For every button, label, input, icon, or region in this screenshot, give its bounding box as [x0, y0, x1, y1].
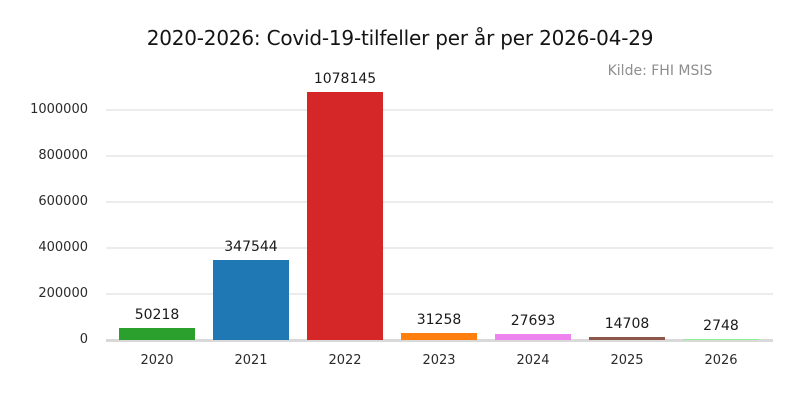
y-tick-label: 800000	[38, 148, 88, 163]
x-tick-label-2025: 2025	[610, 353, 644, 368]
bar-2025	[589, 336, 665, 340]
gridline	[106, 247, 773, 249]
x-tick-label-2026: 2026	[704, 353, 738, 368]
x-axis-baseline	[106, 339, 773, 342]
x-tick-label-2024: 2024	[516, 353, 550, 368]
y-tick-label: 1000000	[30, 102, 88, 117]
gridline	[106, 293, 773, 295]
x-tick-label-2020: 2020	[140, 353, 174, 368]
bar-2026	[683, 338, 759, 340]
y-tick-label: 400000	[38, 240, 88, 255]
bar-value-label-2020: 50218	[134, 307, 180, 324]
bar-value-label-2023: 31258	[416, 311, 462, 328]
x-tick-label-2021: 2021	[234, 353, 268, 368]
y-tick-label: 600000	[38, 194, 88, 209]
bar-2021	[213, 260, 289, 340]
gridline	[106, 109, 773, 111]
bar-2023	[401, 332, 477, 340]
chart-title: 2020-2026: Covid-19-tilfeller per år per…	[146, 26, 654, 50]
y-tick-label: 0	[79, 332, 88, 347]
bar-value-label-2021: 347544	[224, 239, 278, 256]
bar-2024	[495, 333, 571, 340]
gridline	[106, 201, 773, 203]
bar-2022	[307, 92, 383, 340]
source-note: Kilde: FHI MSIS	[607, 63, 713, 79]
bar-value-label-2024: 27693	[510, 312, 556, 329]
x-tick-label-2022: 2022	[328, 353, 362, 368]
bar-value-label-2026: 2748	[703, 317, 739, 334]
y-tick-label: 200000	[38, 286, 88, 301]
x-tick-label-2023: 2023	[422, 353, 456, 368]
bar-value-label-2022: 1078145	[313, 71, 377, 88]
bar-value-label-2025: 14708	[604, 315, 650, 332]
bar-2020	[119, 328, 195, 340]
gridline	[106, 155, 773, 157]
